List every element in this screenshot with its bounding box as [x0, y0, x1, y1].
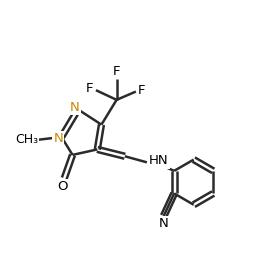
Text: N: N [159, 217, 169, 230]
Text: F: F [113, 65, 120, 78]
Text: N: N [53, 132, 63, 145]
Text: N: N [70, 101, 80, 114]
Text: F: F [86, 82, 94, 95]
Text: O: O [58, 180, 68, 193]
Text: HN: HN [149, 154, 169, 168]
Text: F: F [138, 84, 146, 97]
Text: CH₃: CH₃ [15, 133, 38, 146]
